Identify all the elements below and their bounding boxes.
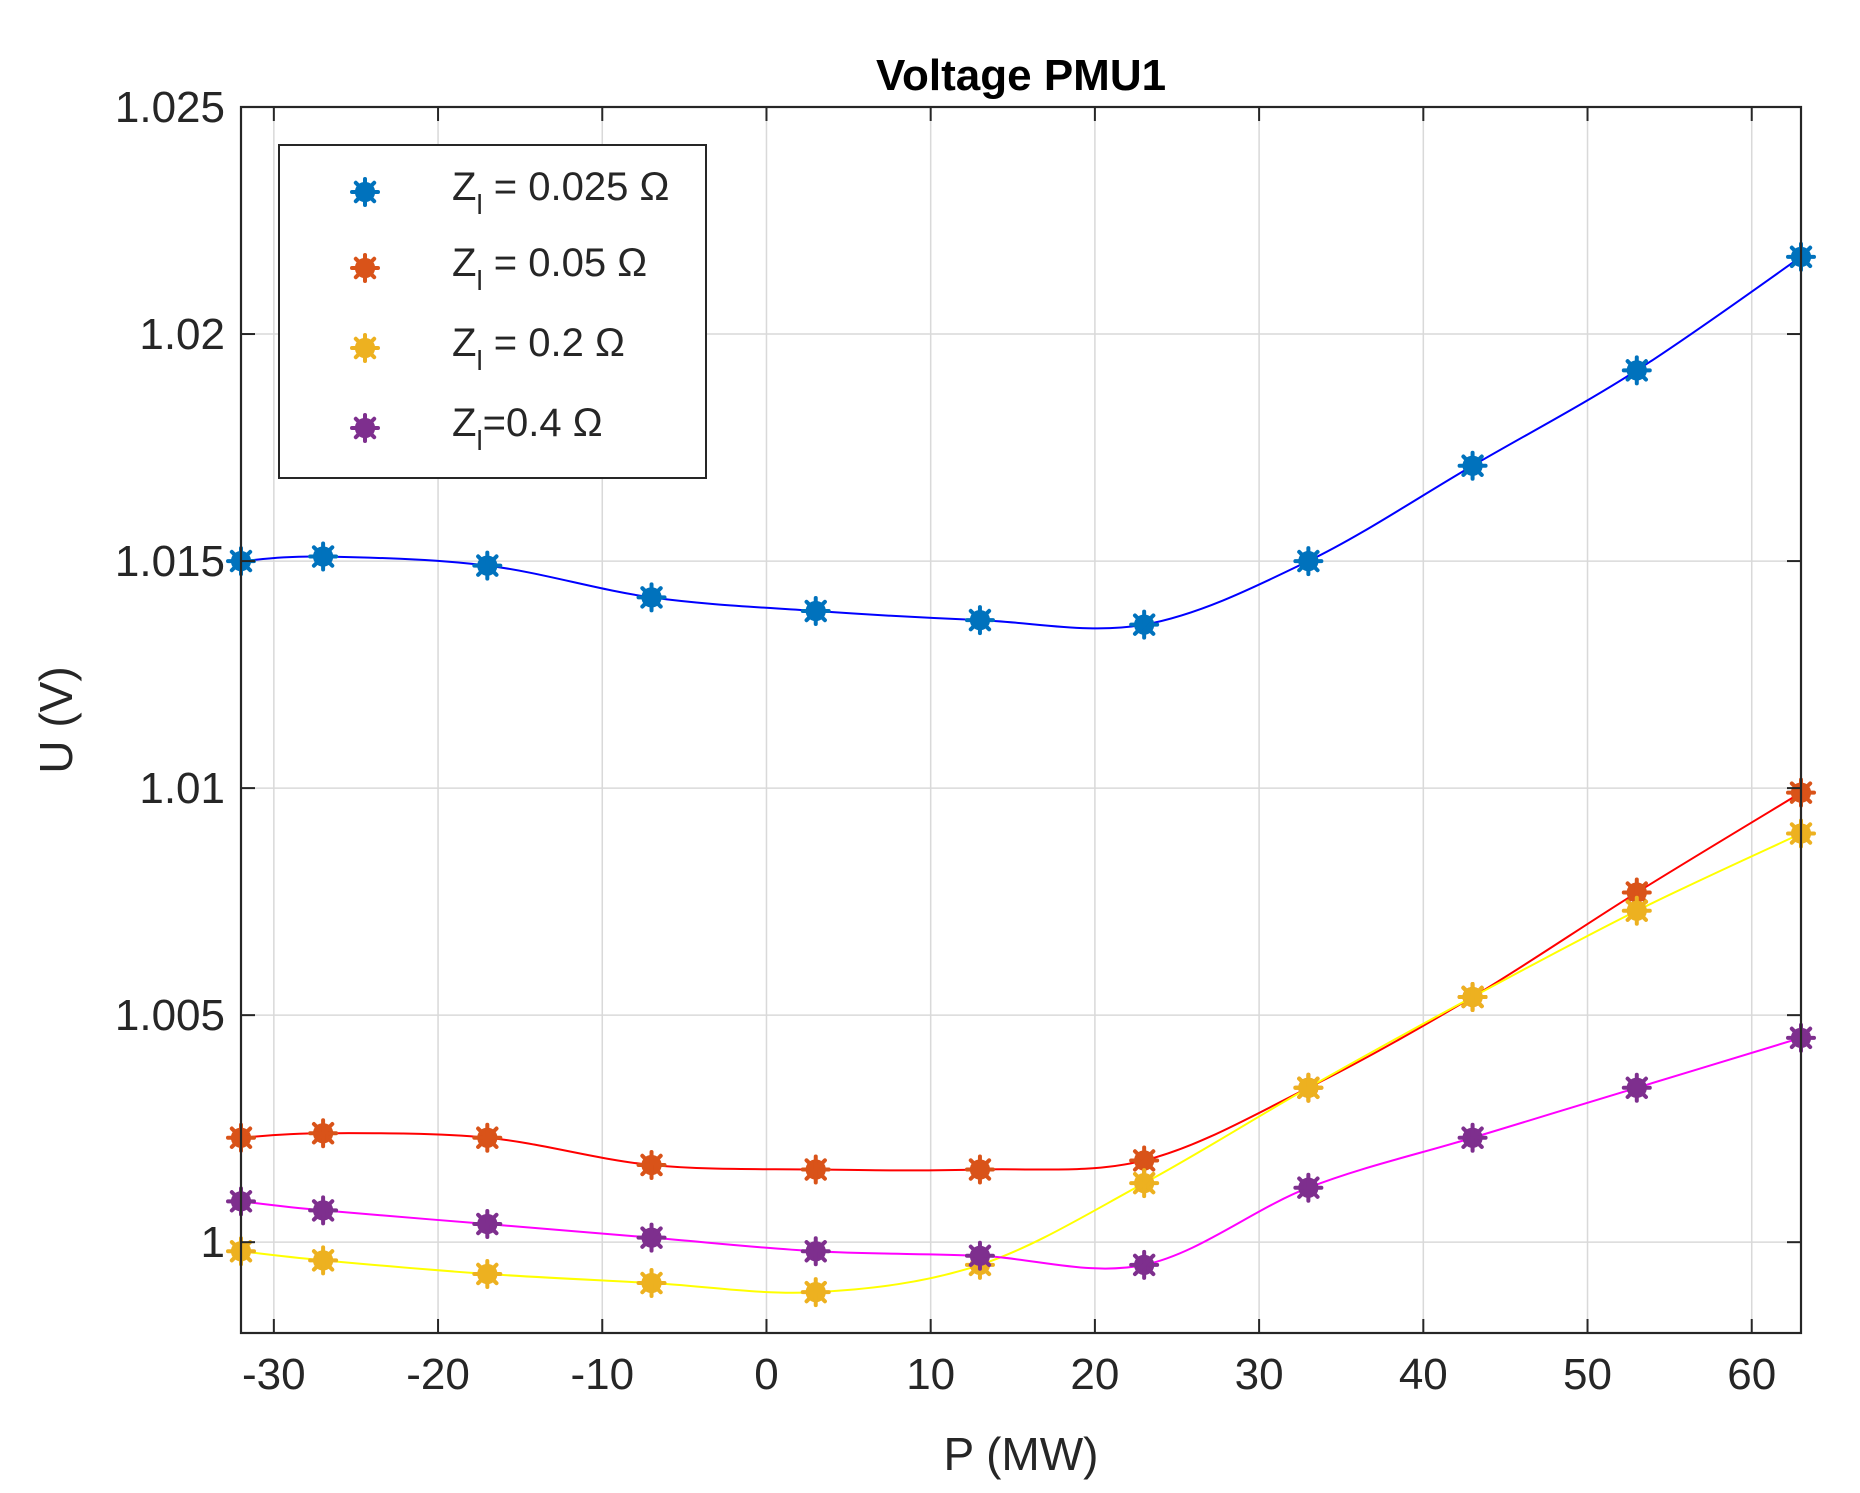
data-point-series-4 — [1621, 1072, 1652, 1103]
data-point-series-3 — [472, 1258, 503, 1289]
data-point-series-1 — [1293, 546, 1324, 577]
data-point-series-1 — [472, 550, 503, 581]
data-point-series-3 — [1293, 1072, 1324, 1103]
data-point-series-4 — [964, 1240, 995, 1271]
series-markers — [226, 241, 1816, 1308]
legend-label-1: Zl = 0.025 Ω — [452, 165, 669, 220]
data-point-series-1 — [800, 596, 831, 627]
data-point-series-1 — [1129, 609, 1160, 640]
legend: Zl = 0.025 Ω Zl = 0.05 Ω Zl = 0.2 Ω Zl=0.4 … — [278, 144, 707, 479]
data-point-series-2 — [308, 1118, 339, 1149]
data-point-series-1 — [636, 582, 667, 613]
data-point-series-2 — [1621, 877, 1652, 908]
legend-label-3: Zl = 0.2 Ω — [452, 321, 625, 376]
data-point-series-2 — [800, 1154, 831, 1185]
data-point-series-4 — [1129, 1249, 1160, 1280]
x-tick-label: 30 — [1235, 1350, 1284, 1399]
x-tick-label: -10 — [570, 1350, 634, 1399]
data-point-series-1 — [1621, 355, 1652, 386]
legend-marker-1 — [350, 177, 380, 207]
legend-marker-3 — [350, 333, 380, 363]
data-point-series-4 — [308, 1195, 339, 1226]
data-point-series-3 — [1129, 1168, 1160, 1199]
data-point-series-4 — [1457, 1122, 1488, 1153]
legend-label-4: Zl=0.4 Ω — [452, 401, 603, 456]
data-point-series-1 — [964, 605, 995, 636]
legend-label-2: Zl = 0.05 Ω — [452, 241, 647, 296]
data-point-series-3 — [636, 1268, 667, 1299]
legend-box — [278, 144, 707, 479]
tick-layer: -30 -20 -10 0 10 20 30 40 50 60 1 1.005 1.01 1.015 1.0… — [115, 83, 1801, 1399]
chart-title: Voltage PMU1 — [876, 51, 1166, 100]
data-point-series-3 — [1457, 981, 1488, 1012]
data-point-series-4 — [800, 1236, 831, 1267]
data-point-series-2 — [636, 1149, 667, 1180]
data-point-series-2 — [964, 1154, 995, 1185]
plot-frame — [239, 105, 1803, 1335]
x-tick-label: 50 — [1563, 1350, 1612, 1399]
y-tick-label: 1.005 — [115, 991, 225, 1040]
data-point-series-3 — [1621, 895, 1652, 926]
y-tick-label: 1.01 — [139, 764, 225, 813]
x-tick-label: 40 — [1399, 1350, 1448, 1399]
y-tick-label: 1.015 — [115, 537, 225, 586]
y-tick-label: 1 — [201, 1218, 225, 1267]
x-tick-label: -20 — [406, 1350, 470, 1399]
y-tick-label: 1.025 — [115, 83, 225, 132]
data-point-series-3 — [308, 1245, 339, 1276]
data-point-series-2 — [472, 1122, 503, 1153]
y-tick-label: 1.02 — [139, 310, 225, 359]
x-tick-label: 60 — [1727, 1350, 1776, 1399]
x-tick-label: 0 — [754, 1350, 778, 1399]
data-point-series-1 — [1457, 450, 1488, 481]
legend-marker-4 — [350, 413, 380, 443]
x-tick-label: 10 — [906, 1350, 955, 1399]
x-axis-label: P (MW) — [943, 1428, 1098, 1480]
x-tick-label: 20 — [1070, 1350, 1119, 1399]
data-point-series-3 — [800, 1277, 831, 1308]
y-axis-label: U (V) — [30, 666, 82, 773]
data-point-series-4 — [1293, 1172, 1324, 1203]
data-point-series-4 — [472, 1209, 503, 1240]
x-tick-label: -30 — [242, 1350, 306, 1399]
data-point-series-1 — [308, 541, 339, 572]
data-point-series-4 — [636, 1222, 667, 1253]
legend-marker-2 — [350, 253, 380, 283]
